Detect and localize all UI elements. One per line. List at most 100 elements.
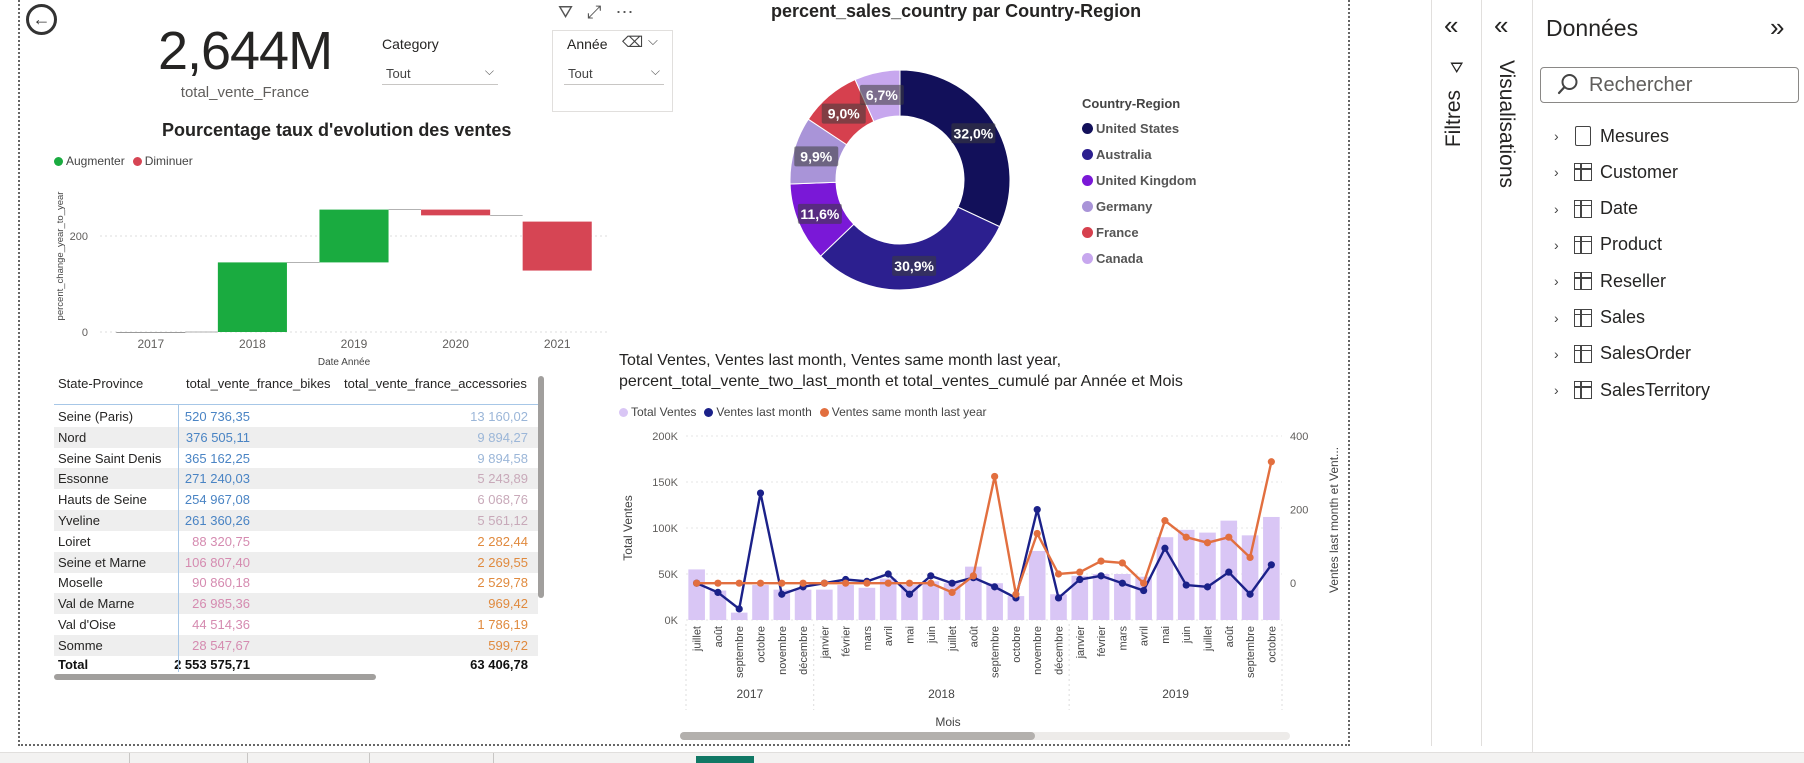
bar-total-ventes[interactable] bbox=[816, 589, 833, 620]
bar-total-ventes[interactable] bbox=[794, 589, 812, 620]
waterfall-bar-2021[interactable] bbox=[522, 221, 592, 271]
point-ventes-same-month[interactable] bbox=[714, 579, 722, 587]
point-ventes-same-month[interactable] bbox=[778, 579, 786, 587]
tree-item-product[interactable]: › Product bbox=[1554, 230, 1662, 260]
table-row[interactable]: Essonne 271 240,03 5 243,89 bbox=[54, 468, 538, 490]
bar-total-ventes[interactable] bbox=[986, 583, 1003, 620]
chevron-right-icon[interactable]: › bbox=[1554, 345, 1559, 362]
back-arrow-icon[interactable]: ← bbox=[26, 4, 57, 35]
expand-filters-icon[interactable]: « bbox=[1444, 10, 1459, 40]
chevron-right-icon[interactable]: › bbox=[1554, 309, 1559, 326]
expand-visualisations-icon[interactable]: « bbox=[1494, 10, 1509, 40]
point-ventes-same-month[interactable] bbox=[1161, 517, 1169, 525]
point-ventes-same-month[interactable] bbox=[693, 579, 701, 587]
page-tab-active[interactable] bbox=[696, 756, 754, 763]
point-ventes-last-month[interactable] bbox=[927, 572, 935, 580]
table-row[interactable]: Val d'Oise 44 514,36 1 786,19 bbox=[54, 614, 538, 635]
donut-legend-item[interactable]: United States bbox=[1082, 115, 1196, 141]
table-row[interactable]: Seine Saint Denis 365 162,25 9 894,58 bbox=[54, 448, 538, 469]
page-tab[interactable] bbox=[248, 753, 370, 763]
point-ventes-last-month[interactable] bbox=[778, 590, 786, 598]
bar-total-ventes[interactable] bbox=[752, 585, 769, 620]
point-ventes-last-month[interactable] bbox=[948, 579, 956, 587]
table-row[interactable]: Nord 376 505,11 9 894,27 bbox=[54, 426, 538, 448]
point-ventes-last-month[interactable] bbox=[1054, 594, 1063, 602]
bar-total-ventes[interactable] bbox=[1263, 516, 1280, 620]
point-ventes-last-month[interactable] bbox=[1161, 544, 1169, 552]
chevron-right-icon[interactable]: › bbox=[1554, 128, 1559, 144]
point-ventes-last-month[interactable] bbox=[991, 583, 999, 591]
tree-item-salesorder[interactable]: › SalesOrder bbox=[1554, 339, 1691, 369]
point-ventes-same-month[interactable] bbox=[799, 579, 807, 587]
chevron-down-icon[interactable]: ⌵ bbox=[648, 33, 658, 48]
table-vertical-scrollbar[interactable] bbox=[538, 376, 544, 598]
point-ventes-same-month[interactable] bbox=[991, 472, 999, 481]
donut-legend-item[interactable]: France bbox=[1082, 219, 1196, 245]
eraser-icon[interactable]: ⌫ bbox=[622, 34, 644, 51]
table-row[interactable]: Hauts de Seine 254 967,08 6 068,76 bbox=[54, 489, 538, 510]
table-row[interactable]: Seine et Marne 106 807,40 2 269,55 bbox=[54, 551, 538, 573]
point-ventes-same-month[interactable] bbox=[1033, 529, 1041, 538]
bar-total-ventes[interactable] bbox=[837, 585, 854, 620]
filters-pane[interactable]: « ⛛ Filtres bbox=[1432, 0, 1481, 746]
waterfall-bar-2018[interactable] bbox=[217, 262, 287, 332]
point-ventes-same-month[interactable] bbox=[863, 579, 871, 587]
point-ventes-same-month[interactable] bbox=[842, 579, 850, 587]
chevron-right-icon[interactable]: › bbox=[1554, 236, 1559, 253]
tree-item-date[interactable]: › Date bbox=[1554, 194, 1638, 224]
bar-total-ventes[interactable] bbox=[901, 585, 918, 620]
search-input[interactable] bbox=[1589, 72, 1789, 98]
table-row[interactable]: Val de Marne 26 985,36 969,42 bbox=[54, 593, 538, 615]
point-ventes-last-month[interactable] bbox=[1225, 568, 1233, 576]
table-row[interactable]: Somme 28 547,67 599,72 bbox=[54, 634, 538, 656]
point-ventes-same-month[interactable] bbox=[1118, 559, 1126, 567]
table-row[interactable]: Seine (Paris) 520 736,35 13 160,02 bbox=[54, 406, 538, 427]
filter-icon[interactable]: ⛛ bbox=[558, 2, 574, 22]
table-column-header[interactable]: total_vente_france_bikes bbox=[186, 376, 331, 391]
table-column-header[interactable]: State-Province bbox=[58, 376, 144, 391]
tree-item-reseller[interactable]: › Reseller bbox=[1554, 266, 1666, 296]
chevron-right-icon[interactable]: › bbox=[1554, 200, 1559, 217]
more-options-icon[interactable]: ⋯ bbox=[615, 2, 634, 22]
tree-item-customer[interactable]: › Customer bbox=[1554, 157, 1678, 187]
point-ventes-same-month[interactable] bbox=[969, 572, 977, 580]
tree-item-mesures[interactable]: › Mesures bbox=[1554, 121, 1669, 151]
point-ventes-last-month[interactable] bbox=[905, 590, 914, 598]
bar-total-ventes[interactable] bbox=[858, 587, 876, 620]
point-ventes-same-month[interactable] bbox=[735, 579, 743, 587]
line-ventes-last-month[interactable] bbox=[696, 492, 1273, 612]
visualisations-pane[interactable]: « Visualisations bbox=[1482, 0, 1532, 763]
point-ventes-same-month[interactable] bbox=[1097, 557, 1105, 565]
bar-total-ventes[interactable] bbox=[1177, 529, 1195, 620]
point-ventes-last-month[interactable] bbox=[1246, 590, 1254, 598]
table-column-header[interactable]: total_vente_france_accessories bbox=[344, 376, 527, 391]
bar-total-ventes[interactable] bbox=[943, 583, 961, 620]
chevron-right-icon[interactable]: › bbox=[1554, 273, 1559, 290]
collapse-data-pane-icon[interactable]: » bbox=[1770, 12, 1785, 42]
bar-total-ventes[interactable] bbox=[730, 612, 748, 620]
point-ventes-same-month[interactable] bbox=[756, 579, 765, 587]
point-ventes-same-month[interactable] bbox=[1225, 533, 1233, 541]
point-ventes-same-month[interactable] bbox=[1246, 553, 1254, 562]
bar-total-ventes[interactable] bbox=[688, 569, 705, 620]
bar-total-ventes[interactable] bbox=[922, 581, 940, 620]
bar-total-ventes[interactable] bbox=[1071, 575, 1089, 620]
focus-mode-icon[interactable]: ⤢ bbox=[587, 2, 602, 22]
point-ventes-last-month[interactable] bbox=[1118, 579, 1126, 587]
point-ventes-last-month[interactable] bbox=[714, 588, 722, 596]
tree-item-salesterritory[interactable]: › SalesTerritory bbox=[1554, 375, 1710, 405]
point-ventes-last-month[interactable] bbox=[1203, 583, 1212, 591]
table-horizontal-scrollbar[interactable] bbox=[54, 674, 376, 680]
point-ventes-last-month[interactable] bbox=[884, 570, 892, 578]
point-ventes-same-month[interactable] bbox=[1076, 568, 1084, 576]
bar-total-ventes[interactable] bbox=[879, 578, 897, 620]
point-ventes-last-month[interactable] bbox=[1267, 561, 1275, 569]
tree-item-sales[interactable]: › Sales bbox=[1554, 303, 1645, 333]
bar-total-ventes[interactable] bbox=[1028, 551, 1046, 620]
point-ventes-same-month[interactable] bbox=[1203, 539, 1212, 547]
donut-legend-item[interactable]: Canada bbox=[1082, 245, 1196, 271]
year-slicer-dropdown[interactable]: Tout ⌵ bbox=[564, 61, 664, 85]
point-ventes-same-month[interactable] bbox=[1267, 458, 1275, 466]
point-ventes-same-month[interactable] bbox=[1140, 579, 1148, 587]
point-ventes-last-month[interactable] bbox=[1097, 572, 1105, 580]
